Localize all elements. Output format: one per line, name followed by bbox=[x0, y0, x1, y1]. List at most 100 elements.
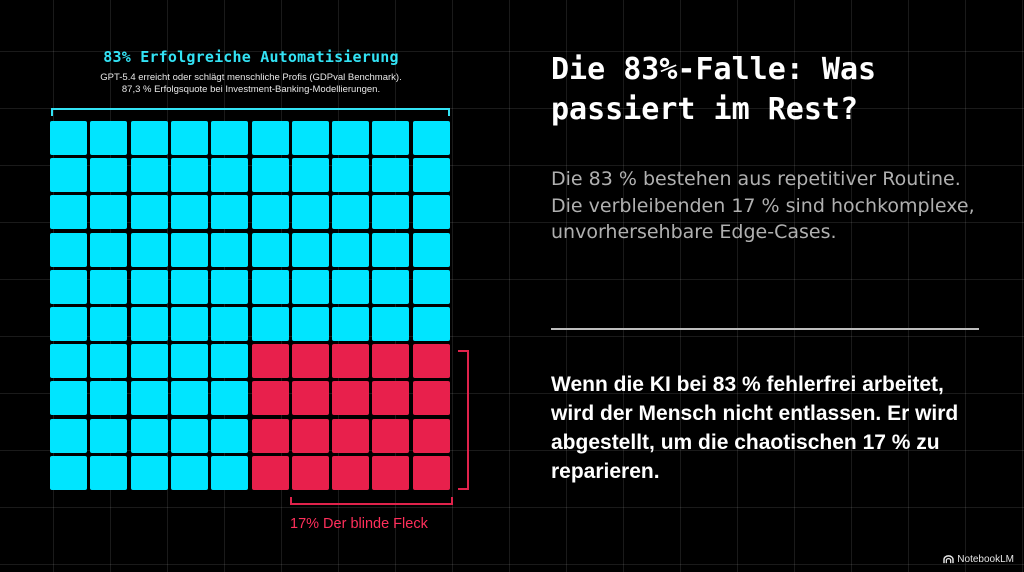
brand-badge: NotebookLM bbox=[943, 554, 1014, 565]
success-cell bbox=[332, 269, 370, 304]
success-cell bbox=[170, 344, 208, 379]
success-cell bbox=[130, 121, 168, 155]
success-cell bbox=[251, 121, 289, 155]
blind-spot-cell bbox=[412, 455, 450, 490]
success-cell bbox=[291, 158, 329, 193]
success-cell bbox=[332, 232, 370, 267]
waffle-header: 83% Erfolgreiche Automatisierung GPT-5.4… bbox=[50, 48, 452, 96]
success-cell bbox=[211, 381, 249, 416]
success-cell bbox=[50, 455, 87, 490]
success-cell bbox=[90, 121, 128, 155]
success-cell bbox=[211, 269, 249, 304]
success-cell bbox=[211, 307, 249, 341]
blind-spot-cell bbox=[251, 455, 289, 490]
success-cell bbox=[372, 232, 410, 267]
blind-spot-cell bbox=[291, 455, 329, 490]
success-cell bbox=[291, 307, 329, 341]
success-cell bbox=[372, 195, 410, 230]
blind-spot-cell bbox=[412, 418, 450, 453]
blind-spot-cell bbox=[332, 344, 370, 379]
success-cell bbox=[170, 455, 208, 490]
success-cell bbox=[90, 344, 128, 379]
success-cell bbox=[170, 158, 208, 193]
success-cell bbox=[130, 418, 168, 453]
notebooklm-logo-icon bbox=[943, 555, 955, 564]
blind-spot-cell bbox=[412, 381, 450, 416]
success-cell bbox=[332, 307, 370, 341]
success-cell bbox=[130, 232, 168, 267]
success-cell bbox=[332, 195, 370, 230]
success-cell bbox=[90, 195, 128, 230]
success-cell bbox=[211, 121, 249, 155]
success-cell bbox=[130, 195, 168, 230]
headline: Die 83%-Falle: Was passiert im Rest? bbox=[551, 52, 877, 127]
success-cell bbox=[211, 418, 249, 453]
waffle-subtitle-line-2: 87,3 % Erfolgsquote bei Investment-Banki… bbox=[121, 84, 381, 95]
divider bbox=[551, 328, 979, 330]
success-cell bbox=[251, 307, 289, 341]
success-cell bbox=[291, 269, 329, 304]
blind-spot-label: 17% Der blinde Fleck bbox=[290, 516, 428, 532]
success-cell bbox=[50, 195, 87, 230]
blind-spot-bracket-right bbox=[458, 350, 469, 490]
blind-spot-cell bbox=[372, 418, 410, 453]
success-cell bbox=[372, 158, 410, 193]
success-cell bbox=[170, 232, 208, 267]
blind-spot-cell bbox=[372, 344, 410, 379]
success-cell bbox=[251, 195, 289, 230]
success-cell bbox=[291, 232, 329, 267]
waffle-title: 83% Erfolgreiche Automatisierung bbox=[103, 48, 399, 66]
waffle-subtitle-line-1: GPT-5.4 erreicht oder schlägt menschlich… bbox=[100, 72, 402, 83]
success-cell bbox=[251, 158, 289, 193]
blind-spot-cell bbox=[251, 418, 289, 453]
success-cell bbox=[372, 269, 410, 304]
brand-name: NotebookLM bbox=[957, 554, 1014, 565]
success-cell bbox=[291, 195, 329, 230]
success-cell bbox=[50, 418, 87, 453]
success-cell bbox=[50, 344, 87, 379]
success-cell bbox=[90, 307, 128, 341]
success-cell bbox=[412, 307, 450, 341]
success-cell bbox=[50, 158, 87, 193]
success-cell bbox=[50, 269, 87, 304]
success-cell bbox=[130, 307, 168, 341]
success-cell bbox=[90, 158, 128, 193]
success-cell bbox=[372, 121, 410, 155]
success-cell bbox=[412, 269, 450, 304]
success-cell bbox=[412, 195, 450, 230]
blind-spot-cell bbox=[291, 344, 329, 379]
success-cell bbox=[412, 121, 450, 155]
blind-spot-cell bbox=[251, 381, 289, 416]
blind-spot-cell bbox=[372, 381, 410, 416]
blind-spot-cell bbox=[372, 455, 410, 490]
success-cell bbox=[130, 158, 168, 193]
success-cell bbox=[50, 121, 87, 155]
success-cell bbox=[90, 455, 128, 490]
callout-text: Wenn die KI bei 83 % fehlerfrei arbeitet… bbox=[551, 373, 959, 483]
blind-spot-cell bbox=[332, 418, 370, 453]
blind-spot-cell bbox=[332, 381, 370, 416]
success-cell bbox=[211, 232, 249, 267]
success-cell bbox=[130, 269, 168, 304]
success-cell bbox=[170, 418, 208, 453]
success-cell bbox=[211, 195, 249, 230]
success-cell bbox=[211, 455, 249, 490]
blind-spot-cell bbox=[251, 344, 289, 379]
success-cell bbox=[412, 232, 450, 267]
blind-spot-cell bbox=[332, 455, 370, 490]
success-cell bbox=[170, 121, 208, 155]
body-text: Die 83 % bestehen aus repetitiver Routin… bbox=[551, 168, 975, 243]
blind-spot-cell bbox=[412, 344, 450, 379]
success-cell bbox=[130, 381, 168, 416]
success-cell bbox=[90, 232, 128, 267]
success-cell bbox=[291, 121, 329, 155]
success-cell bbox=[170, 381, 208, 416]
success-cell bbox=[50, 307, 87, 341]
success-cell bbox=[251, 232, 289, 267]
success-bracket bbox=[51, 108, 450, 116]
success-cell bbox=[211, 158, 249, 193]
success-cell bbox=[332, 121, 370, 155]
success-cell bbox=[211, 344, 249, 379]
success-cell bbox=[170, 307, 208, 341]
success-cell bbox=[90, 269, 128, 304]
